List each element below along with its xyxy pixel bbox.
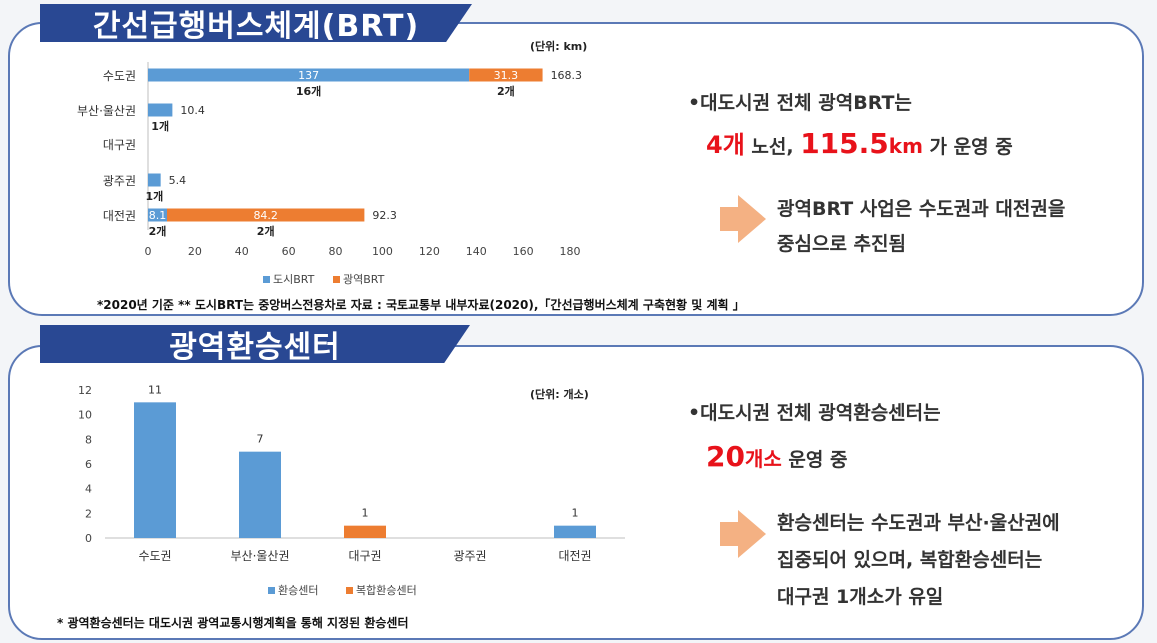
category-label: 부산·울산권 <box>230 549 289 563</box>
category-label: 광주권 <box>103 174 136 188</box>
bar-total-label: 10.4 <box>180 104 205 117</box>
category-label: 대전권 <box>103 209 136 223</box>
bar-count-label: 1개 <box>151 119 169 133</box>
category-label: 광주권 <box>453 549 486 563</box>
category-label: 대전권 <box>558 549 591 563</box>
y-tick-label: 8 <box>85 433 92 446</box>
x-tick-label: 120 <box>419 245 440 258</box>
bar-value-label: 1 <box>362 507 369 520</box>
legend-label: 광역BRT <box>343 273 385 286</box>
bar-count-label: 2개 <box>149 224 167 238</box>
bar-도시BRT <box>148 103 173 117</box>
bar-value-label: 1 <box>572 507 579 520</box>
transfer-arrow-line3: 대구권 1개소가 유일 <box>777 586 944 608</box>
bar-복합환승센터 <box>344 525 386 538</box>
x-tick-label: 40 <box>235 245 249 258</box>
bar-value-label: 84.2 <box>253 209 278 222</box>
x-tick-label: 140 <box>466 245 487 258</box>
brt-bullet-line2: 4개 노선, 115.5km 가 운영 중 <box>706 127 1013 160</box>
brt-section-title: 간선급행버스체계(BRT) <box>40 4 472 42</box>
brt-length: 115.5 <box>800 127 889 160</box>
x-tick-label: 20 <box>188 245 202 258</box>
legend-swatch <box>268 587 275 594</box>
bar-total-label: 168.3 <box>551 69 583 82</box>
transfer-bullet-line1: •대도시권 전체 광역환승센터는 <box>688 402 941 424</box>
transfer-center-panel <box>8 345 1144 640</box>
category-label: 수도권 <box>103 69 136 83</box>
y-tick-label: 10 <box>78 409 92 422</box>
transfer-unit-label: (단위: 개소) <box>530 387 589 401</box>
category-label: 부산·울산권 <box>77 104 136 118</box>
y-tick-label: 0 <box>85 532 92 545</box>
bar-도시BRT <box>148 68 470 82</box>
x-tick-label: 180 <box>560 245 581 258</box>
legend-swatch <box>263 276 270 283</box>
bar-total-label: 92.3 <box>372 209 397 222</box>
bar-count-label: 16개 <box>296 84 321 98</box>
bar-광역BRT <box>166 208 365 222</box>
category-label: 대구권 <box>103 138 136 152</box>
brt-unit-label: (단위: km) <box>530 39 587 53</box>
bar-value-label: 31.3 <box>494 69 519 82</box>
arrow-right-icon <box>720 195 766 243</box>
legend-label: 복합환승센터 <box>356 584 417 597</box>
bar-total-label: 5.4 <box>169 174 187 187</box>
y-tick-label: 12 <box>78 384 92 397</box>
bar-count-label: 1개 <box>145 189 163 203</box>
bar-value-label: 8.1 <box>149 209 167 222</box>
transfer-count: 20 <box>706 440 745 473</box>
bar-광역BRT <box>469 68 543 82</box>
brt-chart: (단위: km) 0 20 40 60 80 100 120 140 160 180 수도권 137 1… <box>77 39 587 286</box>
transfer-footnote: * 광역환승센터는 대도시권 광역교통시행계획을 통해 지정된 환승센터 <box>57 616 409 630</box>
transfer-bullet-line2: 20개소 운영 중 <box>706 440 848 473</box>
bar-도시BRT <box>148 208 167 222</box>
brt-route-count: 4개 <box>706 131 745 159</box>
bar-환승센터 <box>554 525 596 538</box>
x-tick-label: 60 <box>282 245 296 258</box>
transfer-arrow-line2: 집중되어 있으며, 복합환승센터는 <box>777 549 1043 571</box>
bar-count-label: 2개 <box>497 84 515 98</box>
y-tick-label: 4 <box>85 483 92 496</box>
y-tick-label: 2 <box>85 507 92 520</box>
bar-환승센터 <box>239 451 281 538</box>
legend-swatch <box>346 587 353 594</box>
transfer-section-title: 광역환승센터 <box>40 325 470 363</box>
category-label: 수도권 <box>138 549 171 563</box>
brt-arrow-line1: 광역BRT 사업은 수도권과 대전권을 <box>777 198 1066 220</box>
bar-value-label: 7 <box>257 433 264 446</box>
transfer-arrow-line1: 환승센터는 수도권과 부산·울산권에 <box>777 512 1060 534</box>
transfer-chart: (단위: 개소) 0 2 4 6 8 10 12 수도권 11 부산·울산권 7 대구권 1 광주권 대전권… <box>78 383 625 597</box>
brt-footnote: *2020년 기준 ** 도시BRT는 중앙버스전용차로 자료 : 국토교통부 … <box>97 298 745 312</box>
x-tick-label: 80 <box>329 245 343 258</box>
bar-value-label: 137 <box>298 69 319 82</box>
category-label: 대구권 <box>348 549 381 563</box>
bar-value-label: 11 <box>148 383 162 396</box>
legend-swatch <box>333 276 340 283</box>
x-tick-label: 0 <box>145 245 152 258</box>
x-tick-label: 160 <box>513 245 534 258</box>
bar-환승센터 <box>134 402 176 538</box>
brt-arrow-line2: 중심으로 추진됨 <box>777 233 906 255</box>
y-tick-label: 6 <box>85 458 92 471</box>
arrow-right-icon <box>720 510 766 558</box>
brt-bullet-line1: •대도시권 전체 광역BRT는 <box>688 92 912 114</box>
bar-도시BRT <box>148 173 161 187</box>
legend-label: 환승센터 <box>278 584 318 597</box>
legend-label: 도시BRT <box>273 273 315 286</box>
bar-count-label: 2개 <box>257 224 275 238</box>
x-tick-label: 100 <box>372 245 393 258</box>
